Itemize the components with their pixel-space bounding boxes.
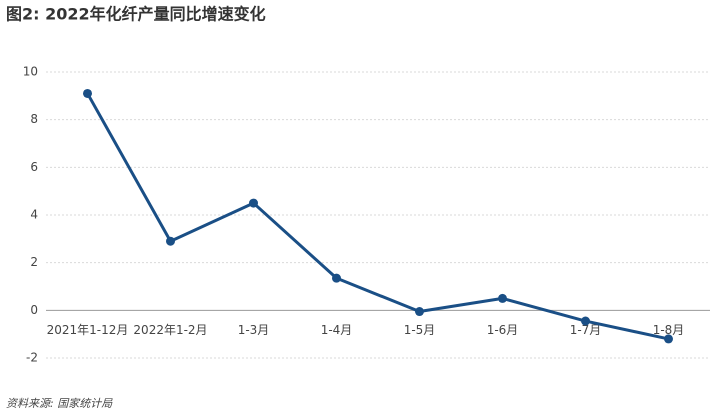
x-tick-label: 1-7月 [570, 323, 602, 337]
point [664, 334, 673, 344]
x-tick-label: 1-3月 [238, 323, 270, 337]
x-tick-label: 1-6月 [487, 323, 519, 337]
line [86, 92, 669, 341]
x-tick-label: 1-8月 [653, 323, 685, 337]
point [83, 88, 92, 98]
x-tick-label: 1-4月 [321, 323, 353, 337]
point [581, 316, 590, 326]
point [415, 307, 424, 317]
y-tick-label: 4 [30, 208, 38, 222]
point [166, 236, 175, 246]
x-tick-label: 2022年1-2月 [133, 323, 207, 337]
chart-title: 图2: 2022年化纤产量同比增速变化 [6, 5, 266, 24]
x-tick-label: 2021年1-12月 [47, 323, 129, 337]
y-tick-label: 10 [23, 65, 38, 79]
y-tick-label: 8 [30, 112, 38, 126]
y-tick-label: -2 [26, 351, 38, 365]
point [249, 198, 258, 208]
source-note: 资料来源: 国家统计局 [6, 397, 113, 410]
point [332, 273, 341, 283]
y-tick-label: 0 [30, 303, 38, 317]
x-tick-label: 1-5月 [404, 323, 436, 337]
y-tick-label: 2 [30, 255, 38, 269]
y-tick-label: 6 [30, 160, 38, 174]
point [498, 293, 507, 303]
